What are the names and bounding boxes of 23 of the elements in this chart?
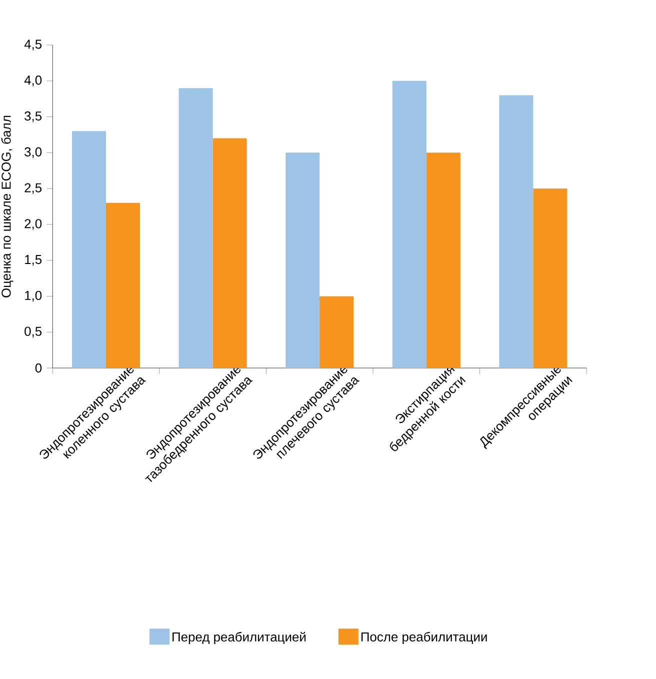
- legend-label: После реабилитации: [361, 632, 487, 644]
- bar: [72, 131, 106, 368]
- y-tick-label: 4,0: [24, 76, 42, 86]
- y-tick-label: 4,5: [24, 40, 42, 50]
- bar: [392, 80, 426, 368]
- y-tick-label: 3,0: [24, 147, 42, 158]
- bar: [178, 88, 213, 368]
- y-tick-label: 1,5: [25, 255, 42, 266]
- y-axis-title: Оценка по шкале ECOG, балл: [1, 116, 14, 298]
- y-tick-label: 1,0: [25, 290, 42, 302]
- y-tick-label: 2,0: [24, 219, 42, 230]
- bar: [499, 95, 534, 368]
- bar: [533, 188, 568, 368]
- y-tick-label: 2,5: [24, 183, 42, 194]
- bar: [286, 152, 320, 368]
- bar: [426, 152, 460, 368]
- legend-label: Перед реабилитацией: [172, 632, 306, 644]
- y-tick-label: 0: [35, 363, 42, 373]
- bar: [212, 138, 247, 368]
- bar: [106, 202, 140, 368]
- y-tick-label: 3,5: [24, 111, 42, 122]
- bar: [320, 296, 354, 368]
- y-tick-label: 0,5: [24, 326, 42, 338]
